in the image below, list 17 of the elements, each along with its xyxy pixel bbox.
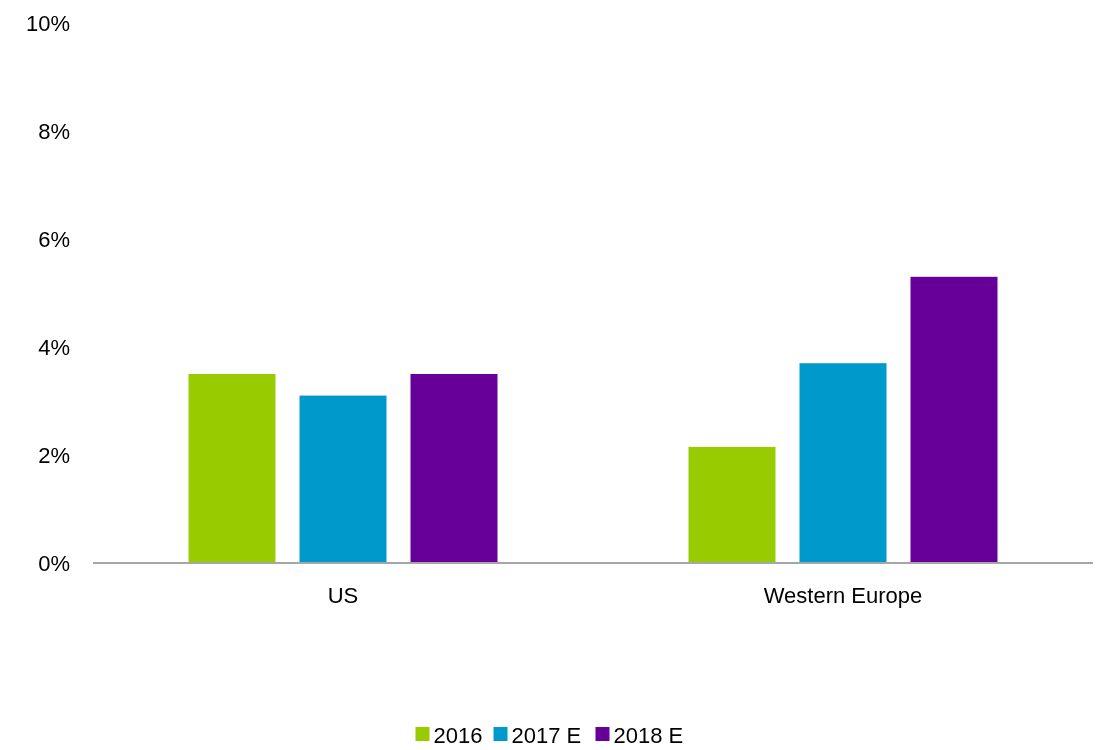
x-tick-label: Western Europe [763, 583, 923, 608]
y-tick-label: 2% [38, 442, 70, 468]
bar [299, 395, 387, 563]
bar [910, 276, 998, 563]
bar [410, 374, 498, 563]
bar [799, 363, 887, 563]
bar [688, 446, 776, 563]
legend-label: 2018 E [613, 722, 684, 748]
legend-label: 2016 [433, 722, 483, 748]
y-tick-label: 4% [38, 334, 70, 360]
y-tick-label: 8% [38, 118, 70, 144]
y-tick-label: 10% [25, 10, 70, 36]
x-tick-label: US [327, 583, 359, 608]
legend-label: 2017 E [511, 722, 582, 748]
y-tick-label: 6% [38, 226, 70, 252]
bar [188, 374, 276, 563]
y-tick-label: 0% [38, 550, 70, 576]
